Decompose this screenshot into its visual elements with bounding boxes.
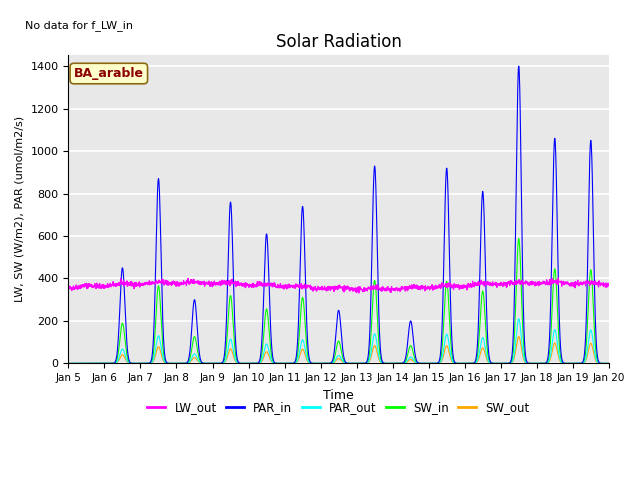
Text: BA_arable: BA_arable (74, 67, 144, 80)
LW_out (557, 279, 565, 285)
PAR_out (65, 360, 72, 366)
SW_out (495, 360, 503, 366)
SW_out (65, 360, 72, 366)
SW_in (65, 360, 72, 366)
PAR_out (495, 360, 503, 366)
PAR_in (495, 360, 503, 366)
SW_out (605, 360, 612, 366)
SW_in (557, 357, 565, 363)
LW_out (496, 281, 504, 287)
Line: SW_in: SW_in (68, 239, 609, 363)
PAR_in (605, 360, 612, 366)
SW_in (495, 360, 503, 366)
PAR_in (354, 360, 362, 366)
Legend: LW_out, PAR_in, PAR_out, SW_in, SW_out: LW_out, PAR_in, PAR_out, SW_in, SW_out (143, 396, 534, 419)
SW_in (605, 360, 612, 366)
LW_out (366, 286, 374, 291)
LW_out (65, 285, 72, 290)
SW_in (515, 236, 522, 241)
Line: LW_out: LW_out (68, 278, 609, 293)
SW_out (557, 360, 565, 365)
LW_out (554, 275, 562, 281)
Line: PAR_in: PAR_in (68, 66, 609, 363)
Text: No data for f_LW_in: No data for f_LW_in (25, 20, 133, 31)
PAR_out (557, 359, 565, 365)
PAR_in (557, 352, 565, 358)
PAR_in (65, 360, 72, 366)
PAR_in (215, 360, 223, 366)
Y-axis label: LW, SW (W/m2), PAR (umol/m2/s): LW, SW (W/m2), PAR (umol/m2/s) (15, 116, 25, 302)
LW_out (573, 280, 580, 286)
Line: SW_out: SW_out (68, 336, 609, 363)
PAR_out (572, 360, 580, 366)
SW_out (572, 360, 580, 366)
PAR_out (605, 360, 612, 366)
PAR_in (366, 330, 374, 336)
PAR_out (215, 360, 223, 366)
Line: PAR_out: PAR_out (68, 319, 609, 363)
PAR_in (515, 63, 522, 69)
SW_out (354, 360, 362, 366)
Title: Solar Radiation: Solar Radiation (276, 33, 401, 51)
PAR_out (366, 356, 374, 361)
LW_out (605, 282, 612, 288)
LW_out (215, 280, 223, 286)
SW_out (366, 358, 374, 363)
SW_in (366, 348, 374, 353)
SW_in (354, 360, 362, 366)
SW_out (515, 334, 522, 339)
X-axis label: Time: Time (323, 389, 354, 402)
PAR_out (354, 360, 362, 366)
LW_out (355, 290, 363, 296)
PAR_in (572, 360, 580, 366)
SW_out (215, 360, 223, 366)
LW_out (354, 284, 362, 290)
PAR_out (515, 316, 522, 322)
SW_in (572, 360, 580, 366)
SW_in (215, 360, 223, 366)
